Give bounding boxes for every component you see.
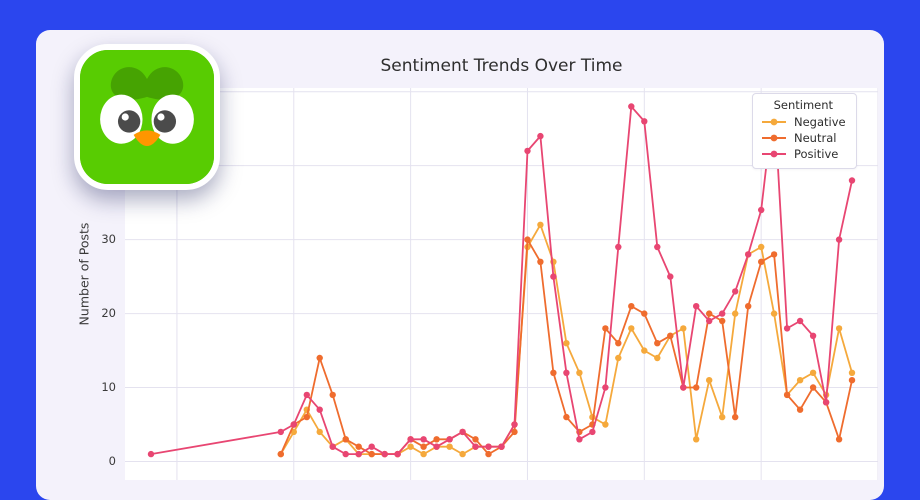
chart-title: Sentiment Trends Over Time — [380, 56, 623, 76]
y-tick-label: 10 — [101, 379, 116, 394]
duolingo-owl-icon — [80, 50, 214, 184]
chart-legend: Sentiment Negative Neutral Positive — [752, 93, 857, 169]
y-tick-label: 0 — [108, 453, 116, 468]
legend-title: Sentiment — [773, 98, 834, 112]
legend-entries: Negative Neutral Positive — [761, 114, 846, 162]
y-tick-label: 20 — [101, 305, 116, 320]
legend-entry-label: Negative — [794, 115, 846, 129]
legend-entry: Neutral — [761, 130, 846, 146]
legend-swatch-icon — [762, 150, 786, 158]
legend-entry: Positive — [761, 146, 846, 162]
y-tick-label: 30 — [101, 231, 116, 246]
legend-entry: Negative — [761, 114, 846, 130]
legend-entry-label: Neutral — [794, 131, 837, 145]
legend-swatch-icon — [762, 118, 786, 126]
legend-entry-label: Positive — [794, 147, 839, 161]
duolingo-logo[interactable] — [74, 44, 220, 190]
legend-swatch-icon — [762, 134, 786, 142]
